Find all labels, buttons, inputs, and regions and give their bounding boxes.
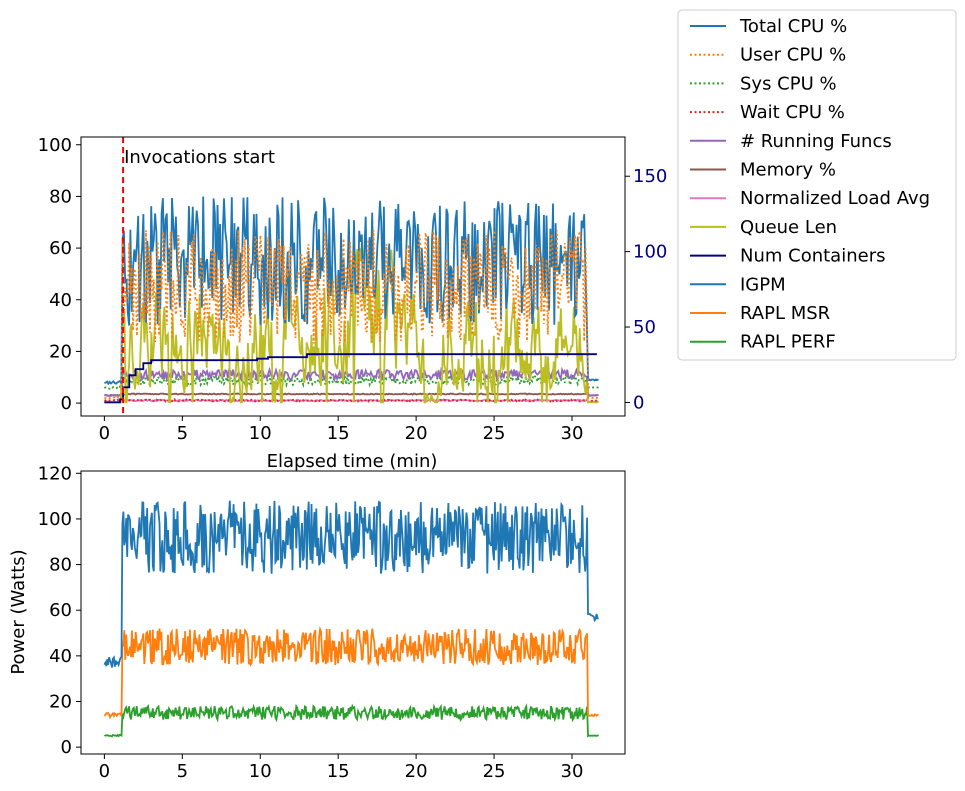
bottom-y-tick-label: 120 [38, 463, 72, 484]
legend-entry: Queue Len [690, 217, 837, 238]
bottom-x-tick-label: 20 [405, 761, 428, 782]
bottom-x-tick-label: 25 [483, 761, 506, 782]
memory-line [103, 392, 599, 398]
bottom-x-tick-label: 5 [177, 761, 188, 782]
bottom-y-tick-label: 100 [38, 509, 72, 530]
bottom-chart-panel: 0 5 10 15 20 25 30 0 20 40 60 80 100 120 Power (Watts… [8, 463, 626, 782]
legend-label: Memory % [740, 160, 836, 181]
legend-entry: IGPM [690, 274, 786, 295]
sys-cpu-line [103, 371, 599, 391]
top-x-axis-label: Elapsed time (min) [267, 451, 438, 472]
top-x-tick-label: 15 [327, 423, 350, 444]
user-cpu-line [104, 229, 599, 401]
top-x-tick-label: 30 [561, 423, 584, 444]
top-y-right-tick-label: 150 [633, 166, 667, 187]
rapl-msr-line [103, 625, 599, 720]
legend-label: Wait CPU % [740, 102, 845, 123]
wait-cpu-line [104, 397, 599, 403]
top-y-tick-label: 80 [49, 186, 72, 207]
legend-label: Queue Len [740, 217, 837, 238]
top-y-tick-label: 60 [49, 238, 72, 259]
top-y-right-tick-label: 50 [633, 317, 656, 338]
legend: Total CPU % User CPU % Sys CPU % Wait CPU %… [677, 9, 957, 361]
top-y-tick-label: 0 [61, 393, 72, 414]
legend-entry: User CPU % [690, 45, 846, 66]
top-ticks: 0 5 10 15 20 25 30 0 20 40 60 80 100 0 50 100 150 [38, 135, 668, 444]
bottom-series-group [103, 500, 599, 738]
igpm-line [103, 500, 599, 668]
bottom-y-tick-label: 60 [49, 600, 72, 621]
top-y-tick-label: 100 [38, 135, 72, 156]
bottom-ticks: 0 5 10 15 20 25 30 0 20 40 60 80 100 120 [38, 463, 584, 782]
top-x-tick-label: 25 [483, 423, 506, 444]
legend-label: RAPL MSR [740, 303, 830, 324]
bottom-x-tick-label: 0 [99, 761, 110, 782]
bottom-plot-frame [80, 470, 626, 755]
legend-label: Normalized Load Avg [740, 188, 930, 209]
legend-label: Total CPU % [739, 16, 847, 37]
top-x-tick-label: 10 [249, 423, 272, 444]
legend-entry: # Running Funcs [690, 131, 892, 152]
bottom-x-tick-label: 10 [249, 761, 272, 782]
legend-label: User CPU % [740, 45, 846, 66]
top-y-tick-label: 20 [49, 341, 72, 362]
legend-entry: RAPL PERF [690, 332, 836, 353]
legend-entry: Wait CPU % [690, 102, 845, 123]
bottom-y-tick-label: 20 [49, 692, 72, 713]
rapl-perf-line [103, 703, 599, 738]
legend-label: # Running Funcs [740, 131, 892, 152]
top-y-tick-label: 40 [49, 290, 72, 311]
top-y-right-tick-label: 0 [633, 392, 644, 413]
top-x-tick-label: 5 [177, 423, 188, 444]
legend-label: Num Containers [740, 246, 885, 267]
bottom-y-tick-label: 80 [49, 555, 72, 576]
top-y-right-tick-label: 100 [633, 242, 667, 263]
top-x-tick-label: 0 [99, 423, 110, 444]
bottom-y-tick-label: 40 [49, 646, 72, 667]
legend-entry: Normalized Load Avg [690, 188, 930, 209]
top-series-group [103, 196, 599, 404]
legend-entry: RAPL MSR [690, 303, 830, 324]
top-x-tick-label: 20 [405, 423, 428, 444]
bottom-y-axis-label: Power (Watts) [8, 549, 29, 674]
legend-entry: Total CPU % [690, 16, 847, 37]
legend-label: IGPM [740, 274, 786, 295]
legend-entry: Memory % [690, 160, 836, 181]
bottom-x-tick-label: 30 [561, 761, 584, 782]
legend-entry: Num Containers [690, 246, 885, 267]
legend-label: Sys CPU % [740, 73, 837, 94]
legend-entry: Sys CPU % [690, 73, 837, 94]
legend-label: RAPL PERF [740, 332, 836, 353]
top-chart-panel: 0 5 10 15 20 25 30 0 20 40 60 80 100 0 50 100 150 Invoca… [38, 135, 668, 472]
total-cpu-line [104, 196, 599, 387]
invocations-start-annotation: Invocations start [124, 147, 275, 168]
bottom-x-tick-label: 15 [327, 761, 350, 782]
legend-box [677, 9, 957, 361]
top-plot-frame [80, 136, 626, 417]
bottom-y-tick-label: 0 [61, 737, 72, 758]
